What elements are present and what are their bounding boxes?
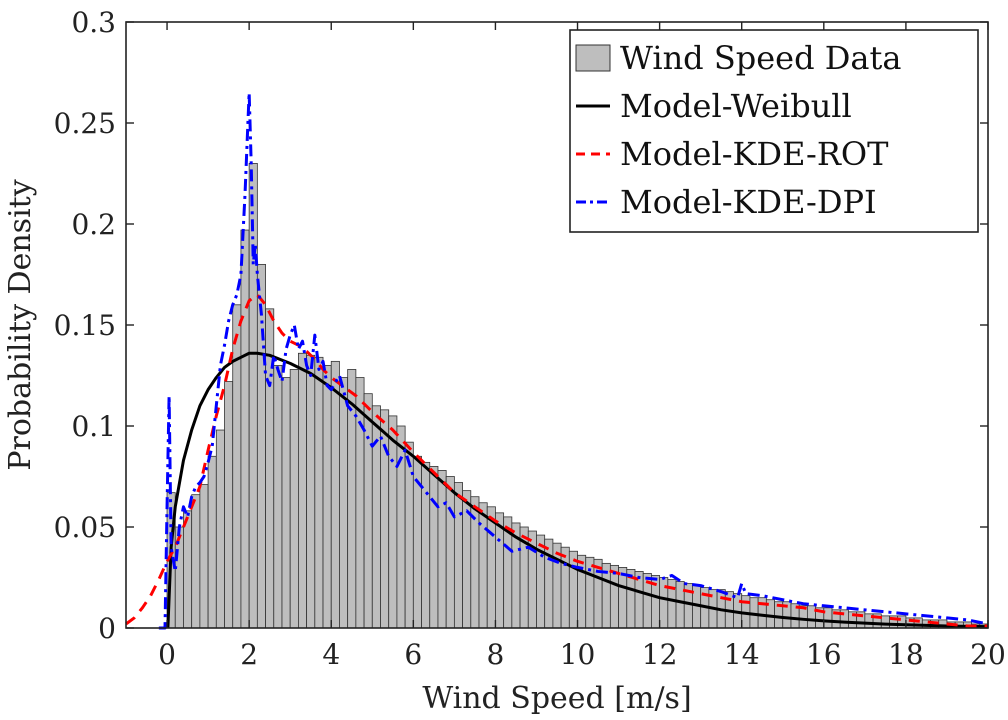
histogram-bar xyxy=(224,381,234,629)
legend-swatch-wind-speed-data xyxy=(575,44,611,72)
x-tick-label: 20 xyxy=(970,638,1006,671)
axes: 0 2 4 6 8 10 12 14 16 18 20 0 0.05 0.1 0.15 0.2 0.25 0.3 xyxy=(54,6,1006,671)
histogram-bar xyxy=(806,605,817,629)
y-tick-label: 0 xyxy=(98,612,116,645)
y-tick-label: 0.15 xyxy=(54,309,116,342)
histogram-bar xyxy=(248,162,258,629)
histogram-bar xyxy=(880,615,890,629)
histogram-bar xyxy=(183,510,193,629)
histogram-bar xyxy=(478,502,488,629)
y-tick-label: 0.05 xyxy=(54,511,116,544)
histogram-bar xyxy=(675,581,685,629)
plot-area xyxy=(125,91,989,630)
y-tick-label: 0.3 xyxy=(71,6,116,39)
histogram-bar xyxy=(437,470,447,629)
histogram-bar xyxy=(388,415,398,629)
x-axis-label: Wind Speed [m/s] xyxy=(422,681,691,716)
y-tick-label: 0.2 xyxy=(71,208,116,241)
curve-model-kde-dpi xyxy=(158,91,989,630)
x-tick-label: 16 xyxy=(806,638,842,671)
x-tick-label: 14 xyxy=(724,638,760,671)
curve-model-kde-rot xyxy=(125,293,988,628)
histogram-bar xyxy=(322,364,332,629)
histogram-bar xyxy=(429,465,439,629)
histogram-bar xyxy=(306,354,316,629)
legend-label-model-kde-dpi: Model-KDE-DPI xyxy=(620,183,877,221)
x-tick-label: 0 xyxy=(158,638,176,671)
legend-label-model-kde-rot: Model-KDE-ROT xyxy=(620,135,889,173)
x-tick-label: 4 xyxy=(322,638,340,671)
histogram-bar xyxy=(191,494,201,629)
x-tick-label: 8 xyxy=(487,638,505,671)
histogram-bar xyxy=(453,482,463,629)
histogram-bar xyxy=(330,360,340,629)
x-tick-label: 6 xyxy=(404,638,422,671)
histogram-bar xyxy=(609,564,619,629)
histogram-bar xyxy=(289,369,299,629)
x-tick-label: 10 xyxy=(560,638,596,671)
y-tick-label: 0.25 xyxy=(54,107,116,140)
histogram-bar xyxy=(215,429,225,629)
histogram-bar xyxy=(240,229,250,629)
legend-label-model-weibull: Model-Weibull xyxy=(620,87,852,125)
histogram-bar xyxy=(495,512,505,629)
histogram-bar xyxy=(256,263,266,629)
legend-box xyxy=(569,29,979,233)
y-tick-label: 0.1 xyxy=(71,410,116,443)
x-tick-label: 12 xyxy=(642,638,678,671)
histogram-bar xyxy=(568,550,578,629)
histogram-bar xyxy=(445,476,455,629)
histogram-bar xyxy=(207,455,217,629)
histogram-bar xyxy=(273,364,283,629)
histogram-bar xyxy=(659,577,669,629)
x-tick-label: 2 xyxy=(240,638,258,671)
histogram-bar xyxy=(297,352,308,629)
histogram-bar xyxy=(199,484,209,629)
histogram-bar xyxy=(486,506,496,629)
histogram-bar xyxy=(339,377,349,629)
histogram-bar xyxy=(281,377,291,629)
histogram-bar xyxy=(232,304,242,629)
y-axis-label: Probability Density xyxy=(3,179,38,470)
histogram-bar xyxy=(618,567,628,629)
histogram-bar xyxy=(560,546,570,629)
legend-label-wind-speed-data: Wind Speed Data xyxy=(620,39,901,77)
histogram-bar xyxy=(380,409,390,629)
histogram-bar xyxy=(363,393,373,629)
histogram-bar xyxy=(404,441,414,629)
histogram-bar xyxy=(314,356,324,629)
x-tick-label: 18 xyxy=(888,638,924,671)
legend: Wind Speed Data Model-Weibull Model-KDE-RO… xyxy=(569,29,979,233)
histogram-bar xyxy=(585,556,595,629)
